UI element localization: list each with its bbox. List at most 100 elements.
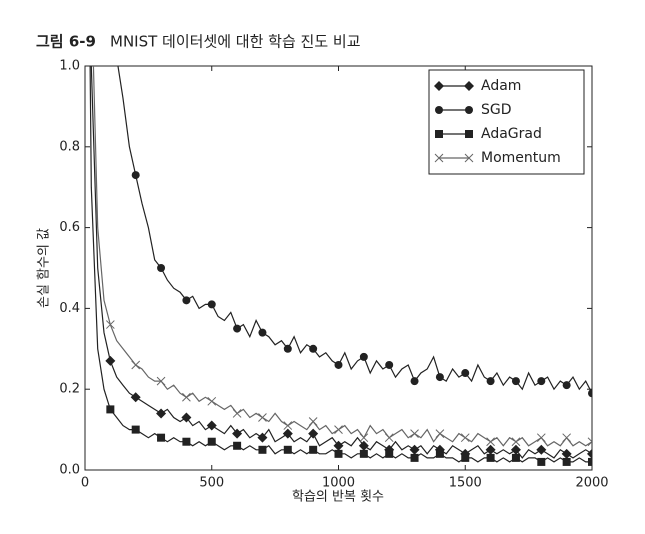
- marker: [435, 106, 443, 114]
- marker: [434, 81, 444, 91]
- x-tick-label: 1000: [322, 476, 355, 491]
- legend-label: Adam: [481, 78, 521, 94]
- marker: [587, 448, 592, 459]
- marker: [435, 449, 444, 458]
- marker: [308, 417, 318, 426]
- marker: [359, 449, 368, 458]
- marker: [465, 106, 473, 114]
- x-tick-label: 1500: [449, 476, 482, 491]
- marker: [131, 360, 141, 370]
- marker: [562, 433, 572, 443]
- marker: [333, 440, 344, 451]
- y-tick-label: 1.0: [59, 59, 80, 74]
- marker: [486, 437, 495, 447]
- marker: [385, 360, 394, 369]
- marker: [358, 440, 369, 451]
- marker: [156, 376, 166, 386]
- marker: [131, 425, 140, 434]
- marker: [486, 377, 495, 386]
- marker: [334, 425, 343, 434]
- x-tick-label: 2000: [575, 476, 608, 491]
- marker: [359, 433, 369, 443]
- marker: [182, 296, 191, 305]
- marker: [461, 453, 470, 462]
- marker: [460, 433, 470, 443]
- legend-box: [428, 69, 585, 175]
- marker: [464, 153, 474, 163]
- marker: [232, 409, 242, 418]
- marker: [561, 448, 572, 459]
- marker: [511, 377, 520, 386]
- plot-area: [89, 22, 592, 466]
- marker: [461, 369, 470, 378]
- marker: [562, 457, 571, 466]
- marker: [464, 81, 474, 91]
- marker: [233, 441, 242, 450]
- marker: [510, 444, 521, 455]
- legend-label: Momentum: [481, 150, 561, 166]
- legend-label: SGD: [481, 102, 512, 118]
- marker: [409, 444, 420, 455]
- series-line: [117, 66, 592, 394]
- marker: [485, 444, 496, 455]
- marker: [105, 320, 115, 329]
- marker: [537, 457, 546, 466]
- marker: [537, 377, 546, 386]
- marker: [435, 373, 444, 382]
- chart-title: MNIST 데이터셋에 대한 학습 진도 비교: [110, 33, 361, 51]
- marker: [207, 437, 216, 446]
- marker: [131, 171, 140, 180]
- marker: [410, 377, 419, 386]
- marker: [309, 445, 318, 454]
- marker: [258, 445, 267, 454]
- x-axis-label: 학습의 반복 횟수: [292, 490, 384, 505]
- marker: [511, 437, 521, 447]
- figure-label: 그림 6-9: [36, 33, 96, 51]
- marker: [181, 412, 192, 423]
- marker: [359, 352, 368, 361]
- y-axis-label: 손실 함수의 값: [37, 228, 52, 308]
- marker: [465, 130, 473, 138]
- marker: [587, 437, 592, 447]
- marker: [257, 432, 268, 443]
- y-tick-label: 0.8: [59, 139, 80, 154]
- marker: [283, 421, 293, 430]
- marker: [232, 428, 243, 439]
- marker: [511, 453, 520, 462]
- marker: [435, 429, 445, 438]
- y-tick-label: 0.4: [59, 301, 80, 316]
- legend-label: AdaGrad: [481, 126, 542, 142]
- marker: [258, 413, 267, 422]
- marker: [384, 433, 394, 443]
- marker: [206, 420, 217, 431]
- marker: [309, 344, 318, 353]
- marker: [308, 428, 319, 439]
- marker: [106, 22, 114, 30]
- marker: [562, 381, 571, 390]
- marker: [207, 300, 216, 309]
- y-tick-label: 0.0: [59, 463, 80, 478]
- marker: [105, 355, 116, 366]
- marker: [283, 445, 292, 454]
- y-tick-label: 0.6: [59, 220, 80, 235]
- marker: [258, 328, 267, 337]
- marker: [385, 449, 394, 458]
- marker: [536, 433, 546, 443]
- marker: [283, 344, 292, 353]
- marker: [282, 428, 293, 439]
- marker: [536, 444, 547, 455]
- marker: [106, 405, 115, 414]
- marker: [588, 389, 592, 398]
- marker: [233, 324, 242, 333]
- marker: [486, 453, 495, 462]
- marker: [435, 130, 443, 138]
- x-tick-label: 500: [199, 476, 224, 491]
- marker: [156, 408, 167, 419]
- x-tick-label: 0: [81, 476, 89, 491]
- marker: [410, 453, 419, 462]
- marker: [182, 437, 191, 446]
- marker: [207, 396, 217, 406]
- marker: [130, 392, 141, 403]
- marker: [157, 264, 166, 272]
